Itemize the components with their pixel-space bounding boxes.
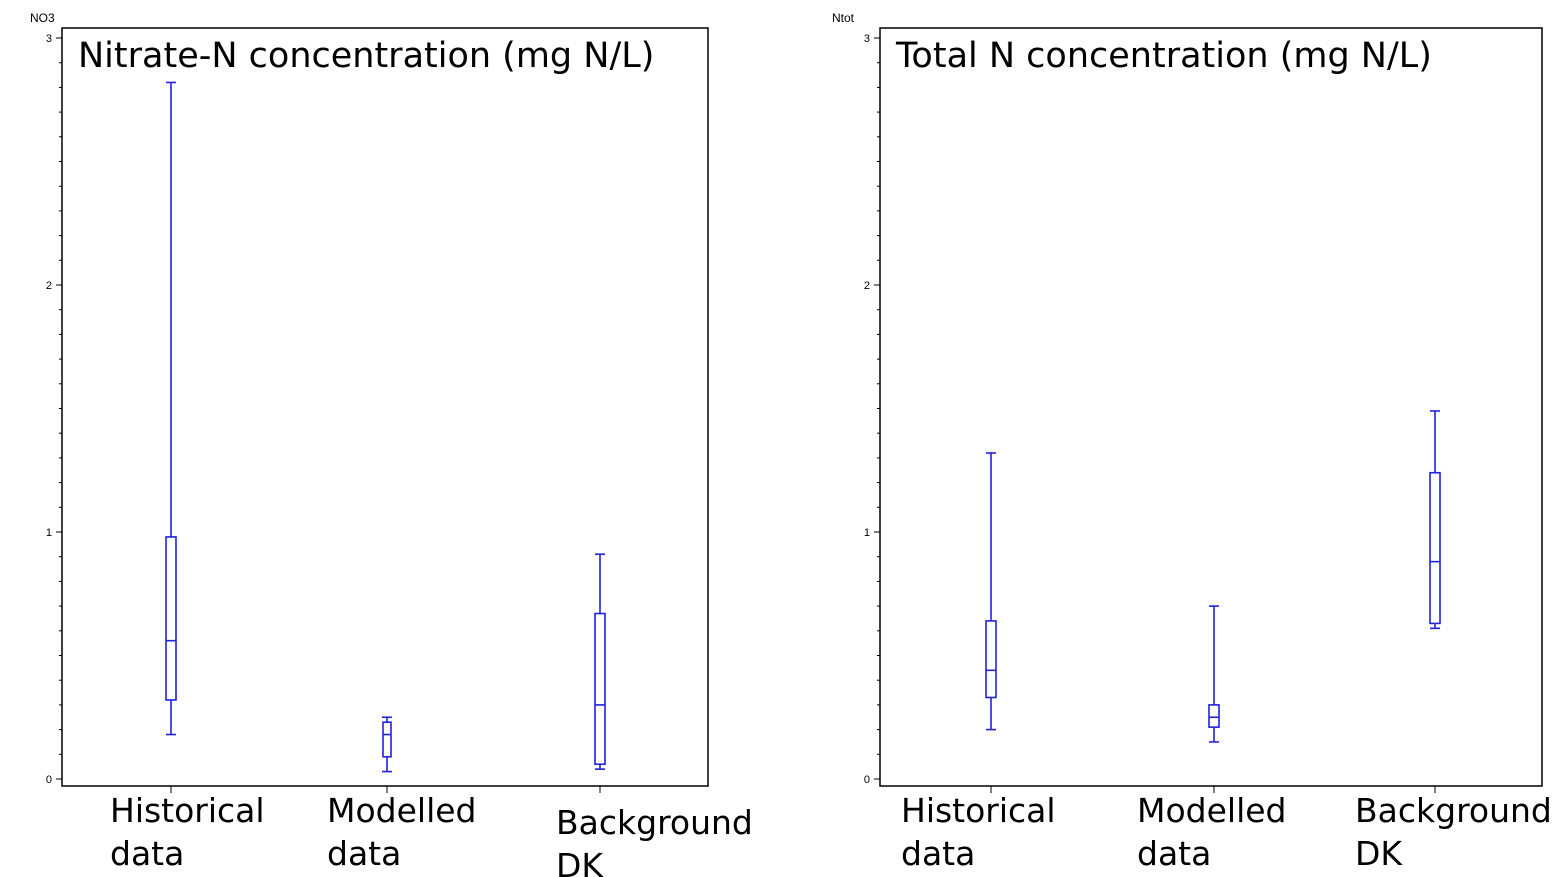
iqr-box — [382, 721, 392, 758]
box-3 — [594, 553, 606, 770]
y-tick-label: 3 — [46, 33, 52, 45]
box-1 — [165, 81, 177, 736]
chart-title: Nitrate-N concentration (mg N/L) — [78, 36, 654, 76]
iqr-box — [985, 620, 997, 699]
y-tick-label: 3 — [864, 33, 870, 45]
iqr-box — [1208, 704, 1220, 728]
y-tick-label: 2 — [864, 280, 870, 292]
x-category-label: data — [110, 834, 184, 873]
x-category-label: DK — [1355, 834, 1403, 873]
box-2 — [1208, 605, 1220, 743]
chart-title: Total N concentration (mg N/L) — [895, 36, 1432, 76]
y-tick-label: 2 — [46, 280, 52, 292]
x-category-label: data — [1137, 834, 1211, 873]
x-category-label: Modelled — [327, 791, 477, 830]
x-category-label: Historical — [901, 791, 1056, 830]
iqr-box — [1429, 471, 1441, 625]
box-3 — [1429, 410, 1441, 630]
plot-frame — [879, 27, 1543, 787]
box-2 — [382, 716, 392, 773]
x-category-label: data — [901, 834, 975, 873]
x-category-label: Background — [556, 803, 753, 842]
box-1 — [985, 452, 997, 731]
total-n-boxplot-panel: 0 1 2 3 Ntot Total N concentration (mg N/L) Hi… — [832, 11, 1552, 873]
x-category-label: Historical — [110, 791, 265, 830]
y-tick-label: 1 — [864, 527, 870, 539]
y-tick-label: 0 — [46, 774, 52, 786]
x-category-label: Modelled — [1137, 791, 1287, 830]
x-category-label: Background — [1355, 791, 1552, 830]
y-tick-label: 1 — [46, 527, 52, 539]
iqr-box — [594, 612, 606, 765]
y-tick-label: 0 — [864, 774, 870, 786]
x-category-label: DK — [556, 846, 604, 877]
iqr-box — [165, 536, 177, 701]
nitrate-boxplot-panel: 0 1 2 3 NO3 Nitrate-N concentration (mg N/L) H… — [30, 11, 753, 877]
y-axis-label: NO3 — [30, 11, 55, 25]
y-axis-label: Ntot — [832, 11, 855, 25]
plot-frame — [61, 27, 709, 787]
x-category-label: data — [327, 834, 401, 873]
